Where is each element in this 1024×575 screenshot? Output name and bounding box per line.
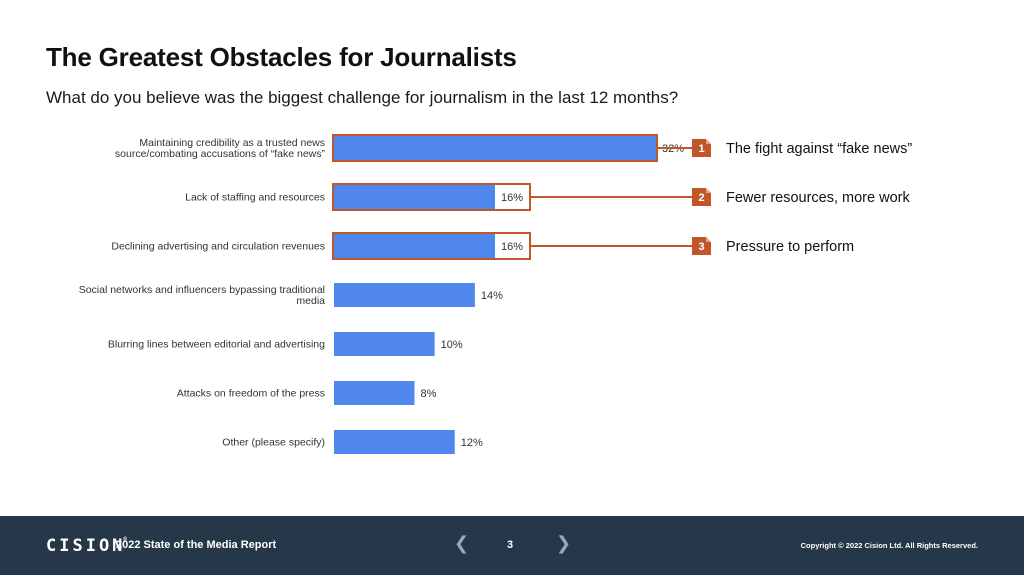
category-label: Other (please specify) <box>222 437 325 449</box>
value-label: 16% <box>501 241 523 253</box>
category-label: Lack of staffing and resources <box>185 192 325 204</box>
category-label: Attacks on freedom of the press <box>177 388 325 400</box>
category-label: Social networks and influencers bypassin… <box>79 284 325 307</box>
callout-text: Pressure to perform <box>726 239 854 255</box>
chevron-right-icon[interactable]: ❯ <box>556 533 572 553</box>
callout-text: Fewer resources, more work <box>726 190 910 206</box>
bar <box>334 185 495 209</box>
bar <box>334 381 415 405</box>
badge-fold <box>706 188 711 193</box>
bar <box>334 136 656 160</box>
badge-fold <box>706 237 711 242</box>
badge-fold <box>706 139 711 144</box>
value-label: 16% <box>501 192 523 204</box>
rank-number: 3 <box>698 241 704 253</box>
value-label: 12% <box>461 437 483 449</box>
bar <box>334 332 435 356</box>
page-number: 3 <box>507 539 514 551</box>
value-label: 8% <box>421 388 437 400</box>
report-name: 2022 State of the Media Report <box>116 539 277 551</box>
rank-number: 2 <box>698 192 704 204</box>
category-label: Declining advertising and circulation re… <box>111 241 325 253</box>
category-label: Maintaining credibility as a trusted new… <box>115 137 326 160</box>
cision-logo: CISION® <box>46 536 131 556</box>
copyright-notice: Copyright © 2022 Cision Ltd. All Rights … <box>800 541 978 550</box>
rank-number: 1 <box>698 143 704 155</box>
value-label: 14% <box>481 290 503 302</box>
obstacles-bar-chart: Maintaining credibility as a trusted new… <box>79 134 912 454</box>
chevron-left-icon[interactable]: ❮ <box>454 533 470 553</box>
page-title: The Greatest Obstacles for Journalists <box>46 42 517 72</box>
bar <box>334 283 475 307</box>
bar <box>334 430 455 454</box>
callout-text: The fight against “fake news” <box>726 141 912 157</box>
value-label: 10% <box>441 339 463 351</box>
footer-bar: CISION® 2022 State of the Media Report ❮… <box>0 516 1024 575</box>
bar <box>334 234 495 258</box>
page-subtitle: What do you believe was the biggest chal… <box>46 88 679 107</box>
category-label: Blurring lines between editorial and adv… <box>108 339 325 351</box>
